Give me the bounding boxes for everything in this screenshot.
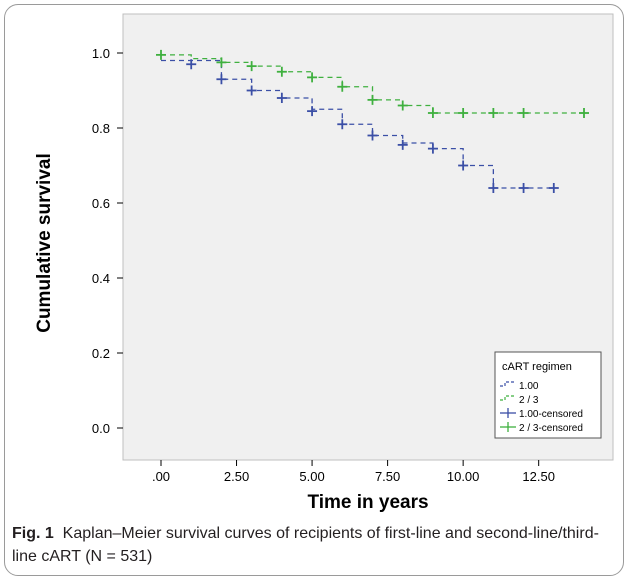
legend-line (500, 395, 515, 401)
survival-chart: .00 2.50 5.00 7.50 10.00 12.50 0.0 0.2 0.4 0.6 0.8… (34, 13, 614, 513)
y-axis-label: Cumulative survival (34, 153, 55, 333)
caption-text: Kaplan–Meier survival curves of recipien… (12, 525, 599, 565)
y-tick-label: 0.4 (92, 271, 110, 286)
axes: .00 2.50 5.00 7.50 10.00 12.50 0.0 0.2 0.4 0.6 0.8… (92, 46, 555, 484)
y-tick-label: 0.8 (92, 121, 110, 136)
figure-caption: Fig. 1 Kaplan–Meier survival curves of r… (12, 522, 612, 568)
legend-item: 2 / 3 (500, 395, 539, 406)
x-axis-label: Time in years (307, 492, 428, 513)
legend-item: 1.00 (500, 381, 539, 392)
legend-item: 2 / 3-censored (500, 422, 583, 434)
y-tick-label: 1.0 (92, 46, 110, 61)
survival-curves (156, 49, 589, 193)
x-tick-label: 5.00 (299, 469, 324, 484)
legend-label: 2 / 3-censored (519, 423, 583, 434)
legend-item: 1.00-censored (500, 408, 583, 420)
legend-title: cART regimen (502, 361, 572, 373)
legend-label: 1.00-censored (519, 409, 583, 420)
x-tick-label: 12.50 (522, 469, 555, 484)
y-tick-label: 0.2 (92, 346, 110, 361)
x-tick-label: .00 (152, 469, 170, 484)
legend-label: 2 / 3 (519, 395, 539, 406)
x-tick-label: 10.00 (447, 469, 480, 484)
legend-label: 1.00 (519, 381, 539, 392)
y-tick-label: 0.6 (92, 196, 110, 211)
survival-curve-0 (161, 59, 554, 189)
legend-box (494, 351, 602, 439)
x-tick-label: 2.50 (224, 469, 249, 484)
caption-label: Fig. 1 (12, 525, 54, 542)
y-tick-label: 0.0 (92, 421, 110, 436)
x-tick-label: 7.50 (375, 469, 400, 484)
legend-line (500, 381, 515, 387)
legend: cART regimen 1.00 2 / 3 1.00-censored 2 / 3… (494, 351, 602, 439)
